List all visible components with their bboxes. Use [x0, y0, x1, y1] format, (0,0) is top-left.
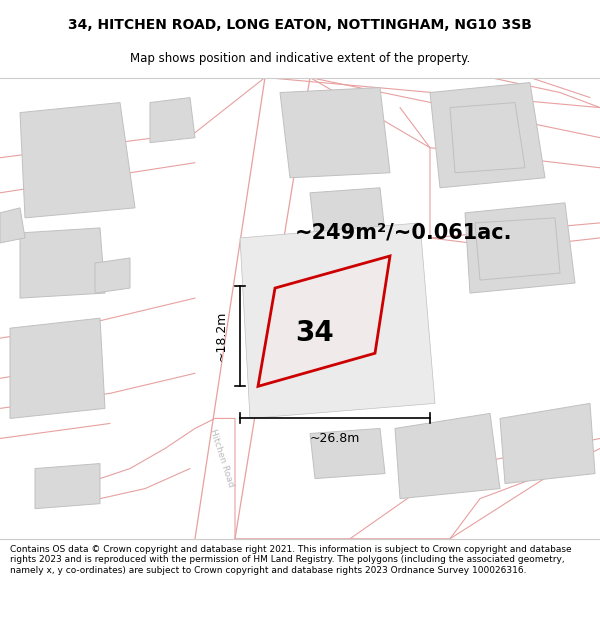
Text: 34: 34 — [296, 319, 334, 348]
Polygon shape — [500, 403, 595, 484]
Polygon shape — [310, 429, 385, 479]
Polygon shape — [475, 218, 560, 280]
Polygon shape — [310, 188, 385, 238]
Polygon shape — [35, 464, 100, 509]
Polygon shape — [450, 102, 525, 172]
Text: Map shows position and indicative extent of the property.: Map shows position and indicative extent… — [130, 52, 470, 64]
Polygon shape — [20, 228, 105, 298]
Polygon shape — [95, 258, 130, 293]
Text: Hitchen Road: Hitchen Road — [208, 428, 236, 489]
Polygon shape — [150, 98, 195, 142]
Text: ~249m²/~0.061ac.: ~249m²/~0.061ac. — [295, 223, 512, 243]
Polygon shape — [430, 82, 545, 188]
Polygon shape — [240, 223, 435, 418]
Text: ~18.2m: ~18.2m — [215, 311, 228, 361]
Text: 34, HITCHEN ROAD, LONG EATON, NOTTINGHAM, NG10 3SB: 34, HITCHEN ROAD, LONG EATON, NOTTINGHAM… — [68, 18, 532, 32]
Polygon shape — [10, 318, 105, 418]
Polygon shape — [258, 256, 390, 386]
Text: ~26.8m: ~26.8m — [310, 432, 360, 446]
Polygon shape — [465, 203, 575, 293]
Polygon shape — [280, 88, 390, 178]
Polygon shape — [20, 102, 135, 218]
Polygon shape — [395, 413, 500, 499]
Text: Contains OS data © Crown copyright and database right 2021. This information is : Contains OS data © Crown copyright and d… — [10, 545, 572, 574]
Polygon shape — [0, 208, 25, 243]
